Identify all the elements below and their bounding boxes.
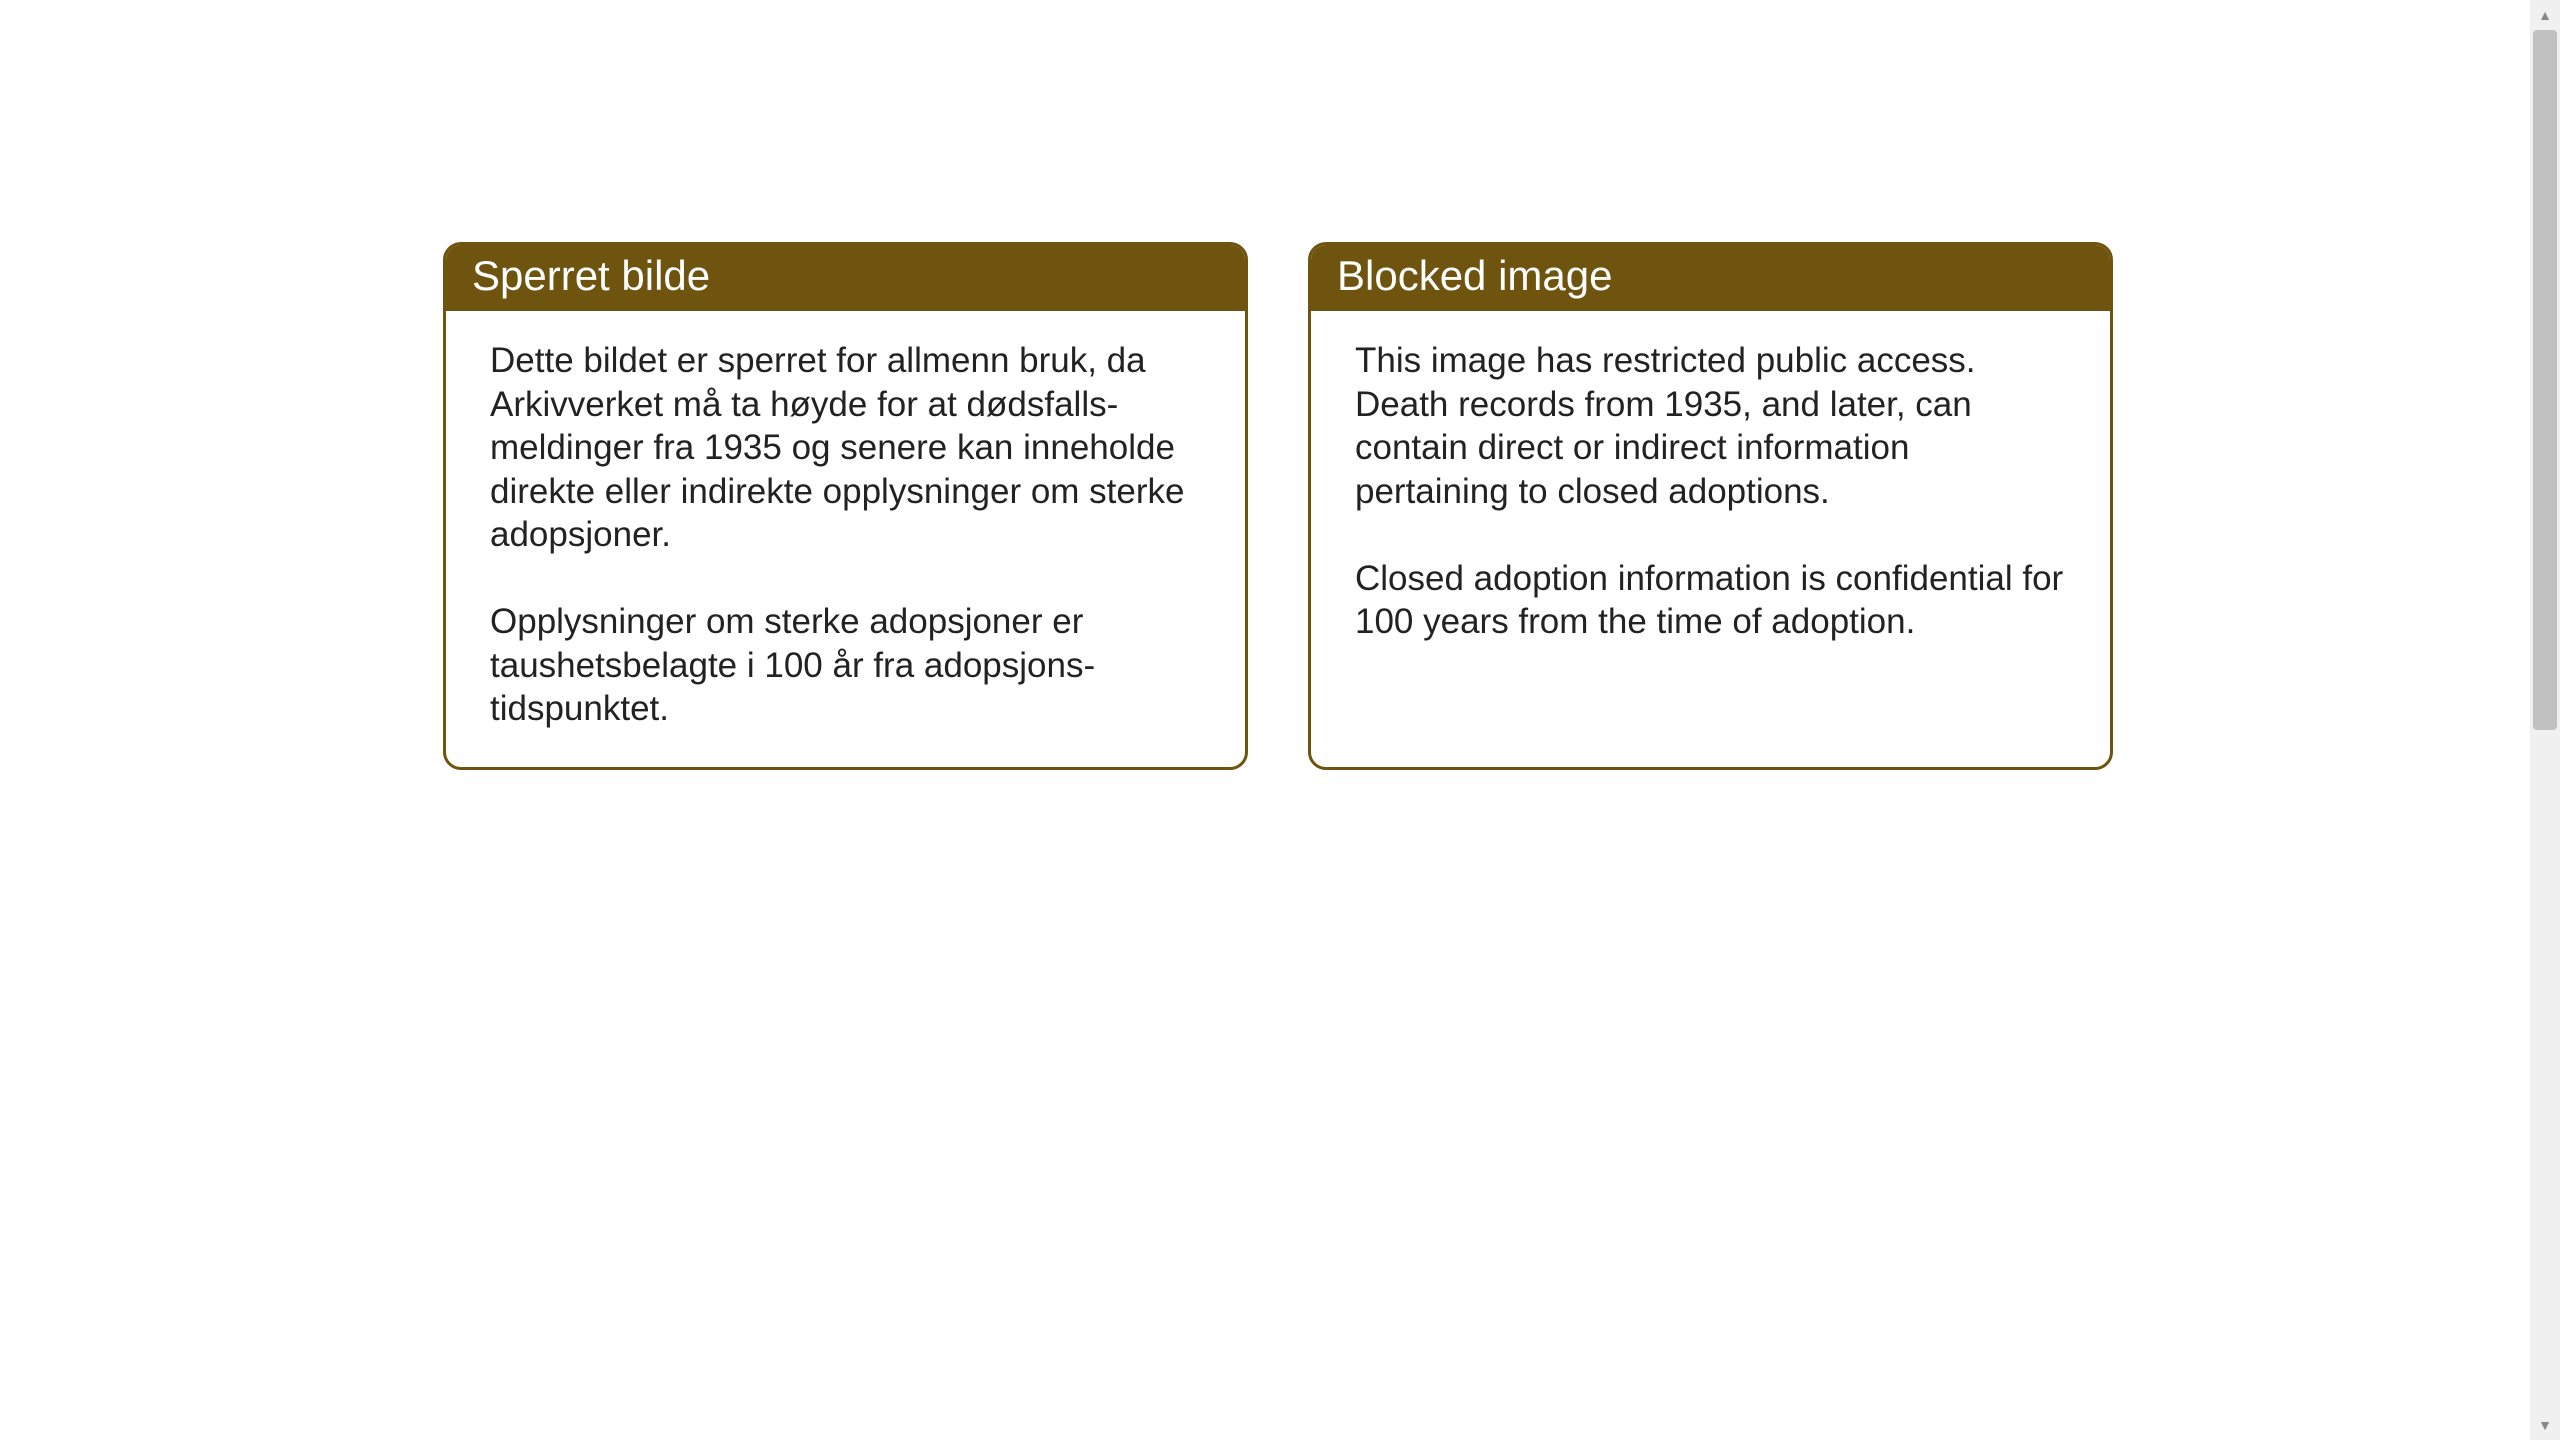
notice-paragraph: Opplysninger om sterke adopsjoner er tau…	[490, 600, 1205, 730]
vertical-scrollbar[interactable]: ▲ ▼	[2530, 0, 2560, 1440]
notice-title-norwegian: Sperret bilde	[446, 245, 1245, 311]
notice-body-english: This image has restricted public access.…	[1311, 311, 2110, 679]
notice-paragraph: Closed adoption information is confident…	[1355, 557, 2070, 644]
scroll-up-arrow-icon[interactable]: ▲	[2530, 0, 2560, 30]
notice-paragraph: Dette bildet er sperret for allmenn bruk…	[490, 339, 1205, 556]
scrollbar-thumb[interactable]	[2533, 30, 2557, 730]
notice-box-english: Blocked image This image has restricted …	[1308, 242, 2113, 770]
notice-paragraph: This image has restricted public access.…	[1355, 339, 2070, 513]
notice-body-norwegian: Dette bildet er sperret for allmenn bruk…	[446, 311, 1245, 766]
scrollbar-track[interactable]	[2530, 30, 2560, 1410]
notice-container: Sperret bilde Dette bildet er sperret fo…	[443, 242, 2113, 770]
notice-title-english: Blocked image	[1311, 245, 2110, 311]
notice-box-norwegian: Sperret bilde Dette bildet er sperret fo…	[443, 242, 1248, 770]
scroll-down-arrow-icon[interactable]: ▼	[2530, 1410, 2560, 1440]
